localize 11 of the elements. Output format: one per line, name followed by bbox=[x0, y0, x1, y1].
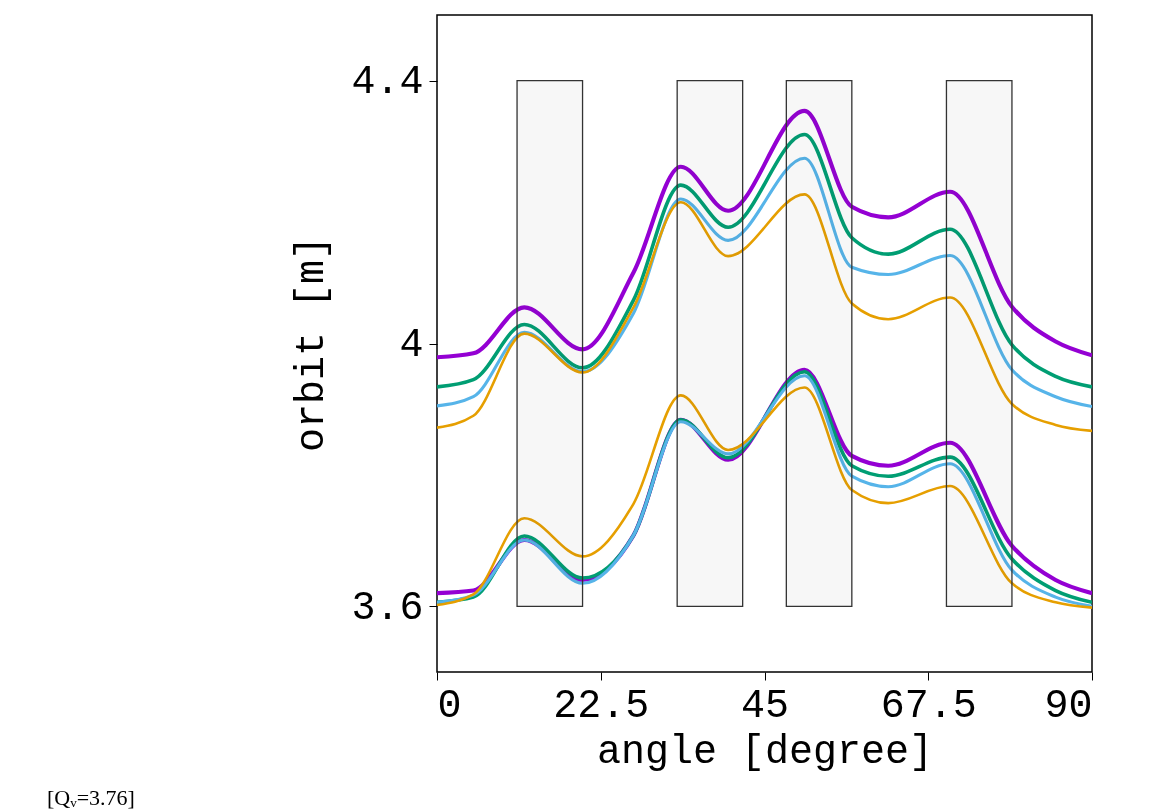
y-tick-label: 4 bbox=[399, 323, 424, 368]
x-tick-label: 22.5 bbox=[553, 683, 650, 729]
x-axis-title: angle [degree] bbox=[596, 729, 934, 775]
y-tick-label: 4.4 bbox=[351, 60, 424, 106]
text: [Qᵥ=3.76] bbox=[47, 785, 135, 810]
x-tick-label: 90 bbox=[1044, 683, 1093, 729]
x-tick-label: 67.5 bbox=[880, 683, 977, 729]
y-tick-label: 3.6 bbox=[351, 585, 424, 631]
x-tick-label: 45 bbox=[740, 683, 790, 729]
y-axis-title: orbit [m] bbox=[290, 235, 336, 453]
x-tick-label: 0 bbox=[437, 683, 462, 729]
